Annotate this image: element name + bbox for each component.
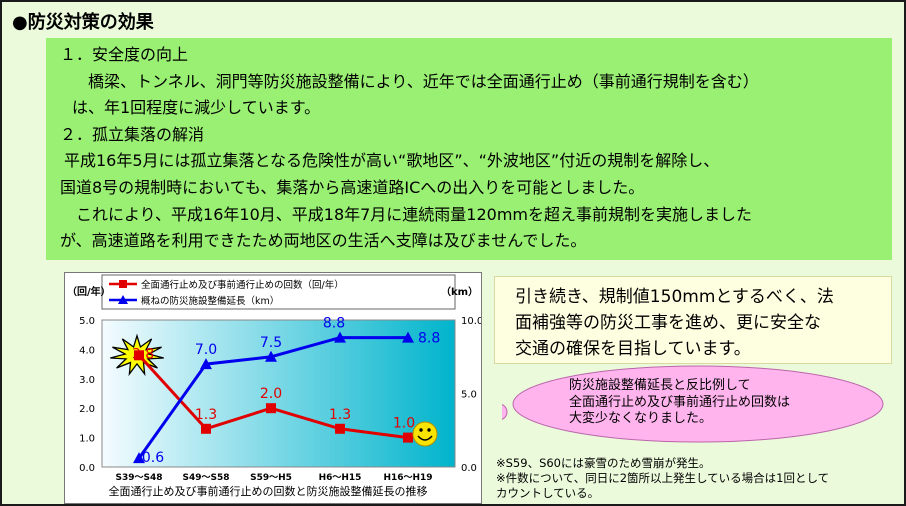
- length-data-label: 7.0: [195, 342, 217, 358]
- footnotes: ※S59、S60には豪雪のため雪崩が発生。 ※件数について、同日に2箇所以上発生…: [496, 456, 829, 501]
- y-left-tick-label: 4.0: [79, 345, 95, 356]
- footnote: ※S59、S60には豪雪のため雪崩が発生。: [496, 456, 711, 470]
- legend-length-label: 概ねの防災施設整備延長（km）: [141, 295, 279, 307]
- count-data-label: 1.3: [329, 407, 351, 423]
- cloud-body: [512, 365, 884, 443]
- x-tick-label: S49～S58: [182, 473, 229, 483]
- chart-legend: 全面通行止め及び事前通行止めの回数（回/年） 概ねの防災施設整備延長（km）: [101, 274, 456, 310]
- length-data-label: 8.8: [418, 331, 440, 347]
- count-point: [335, 423, 345, 434]
- section2-line: 国道8号の規制時においても、集落から高速道路ICへの出入りを可能としました。: [60, 177, 645, 197]
- chart: 全面通行止め及び事前通行止めの回数（回/年） 概ねの防災施設整備延長（km） （…: [67, 274, 481, 498]
- legend-length-marker: [118, 295, 128, 304]
- length-data-label: 0.6: [142, 450, 164, 466]
- smiley-eye: [427, 428, 431, 432]
- page-title: ●防災対策の効果: [12, 12, 154, 33]
- section2-line: 平成16年5月には孤立集落となる危険性が高い“歌地区”、“外波地区”付近の規制を…: [64, 151, 720, 171]
- section2-line: これにより、平成16年10月、平成18年7月に連続雨量120mmを超え事前規制を…: [60, 204, 753, 224]
- legend-frame: [101, 274, 456, 310]
- count-point: [266, 403, 276, 414]
- smiley-face: [412, 421, 438, 447]
- x-tick-label: H6～H15: [319, 473, 362, 483]
- y-left-tick-label: 5.0: [79, 316, 95, 327]
- cloud-line: 全面通行止め及び事前通行止め回数は: [569, 394, 791, 410]
- legend-count-marker: [119, 280, 127, 288]
- length-data-label: 7.5: [260, 335, 282, 351]
- footnote: カウントしている。: [496, 486, 600, 500]
- section1-line: 橋梁、トンネル、洞門等防災施設整備により、近年では全面通行止め（事前通行規制を含…: [72, 71, 759, 91]
- length-point: [265, 350, 277, 362]
- count-point: [201, 423, 211, 434]
- section2-heading: ２．孤立集落の解消: [60, 124, 205, 144]
- x-tick-label: S59～H5: [250, 473, 292, 483]
- length-point: [133, 452, 145, 464]
- cloud-line: 大変少なくなりました。: [569, 411, 713, 426]
- count-data-label: 2.0: [260, 386, 282, 402]
- y-right-tick-label: 10.0: [461, 316, 481, 327]
- y-right-tick-label: 0.0: [461, 463, 477, 474]
- chart-marks: 0.0 1.0 2.0 3.0 4.0 5.0 0.0 5.0 10.0 S39～S48 S49～S…: [79, 316, 481, 483]
- y-left-unit: （回/年）: [67, 285, 111, 298]
- cloud-line: 防災施設整備延長と反比例して: [569, 378, 751, 393]
- thought-cloud: [502, 365, 884, 443]
- cloud-text: 防災施設整備延長と反比例して 全面通行止め及び事前通行止め回数は 大変少なくなり…: [569, 378, 790, 428]
- smiley-icon: [412, 421, 438, 447]
- count-point: [134, 350, 144, 361]
- count-data-label: 1.0: [393, 416, 415, 432]
- chart-panel: 全面通行止め及び事前通行止めの回数（回/年） 概ねの防災施設整備延長（km） （…: [64, 272, 482, 504]
- callout-line: 引き続き、規制値150mmとするべく、法: [515, 287, 834, 307]
- section1-heading: １．安全度の向上: [60, 45, 189, 64]
- count-data-label: 3.8: [132, 346, 154, 362]
- count-data-label: 1.3: [195, 407, 217, 423]
- y-left-tick-label: 1.0: [79, 434, 95, 445]
- y-left-tick-label: 0.0: [79, 463, 95, 474]
- x-tick-label: S39～S48: [115, 473, 162, 483]
- cloud-bubble: [502, 404, 508, 420]
- legend-count-label: 全面通行止め及び事前通行止めの回数（回/年）: [141, 279, 344, 291]
- y-right-unit: （km）: [441, 285, 478, 298]
- y-left-tick-label: 2.0: [79, 404, 95, 415]
- section1-line: は、年1回程度に減少しています。: [72, 98, 321, 118]
- section2-line: が、高速道路を利用できたため両地区の生活へ支障は及びませんでした。: [60, 231, 587, 251]
- callout-box: 引き続き、規制値150mmとするべく、法 面補強等の防災工事を進め、更に安全な …: [494, 276, 892, 364]
- length-data-label: 8.8: [323, 316, 345, 332]
- callout-line: 交通の確保を目指しています。: [515, 339, 751, 359]
- length-point: [334, 331, 346, 343]
- y-right-tick-label: 5.0: [461, 390, 477, 401]
- length-point: [200, 358, 212, 370]
- plot-area: [101, 319, 456, 468]
- smiley-eye: [419, 428, 423, 432]
- length-point: [402, 331, 414, 343]
- x-tick-label: H16～H19: [383, 473, 432, 483]
- smiley-mouth: [417, 435, 433, 441]
- description-box: １．安全度の向上 橋梁、トンネル、洞門等防災施設整備により、近年では全面通行止め…: [46, 38, 892, 260]
- count-point: [403, 432, 413, 443]
- callout-line: 面補強等の防災工事を進め、更に安全な: [515, 313, 821, 333]
- chart-title: 全面通行止め及び事前通行止めの回数と防災施設整備延長の推移: [109, 484, 428, 498]
- footnote: ※件数について、同日に2箇所以上発生している場合は1回として: [496, 471, 830, 485]
- y-left-tick-label: 3.0: [79, 375, 95, 386]
